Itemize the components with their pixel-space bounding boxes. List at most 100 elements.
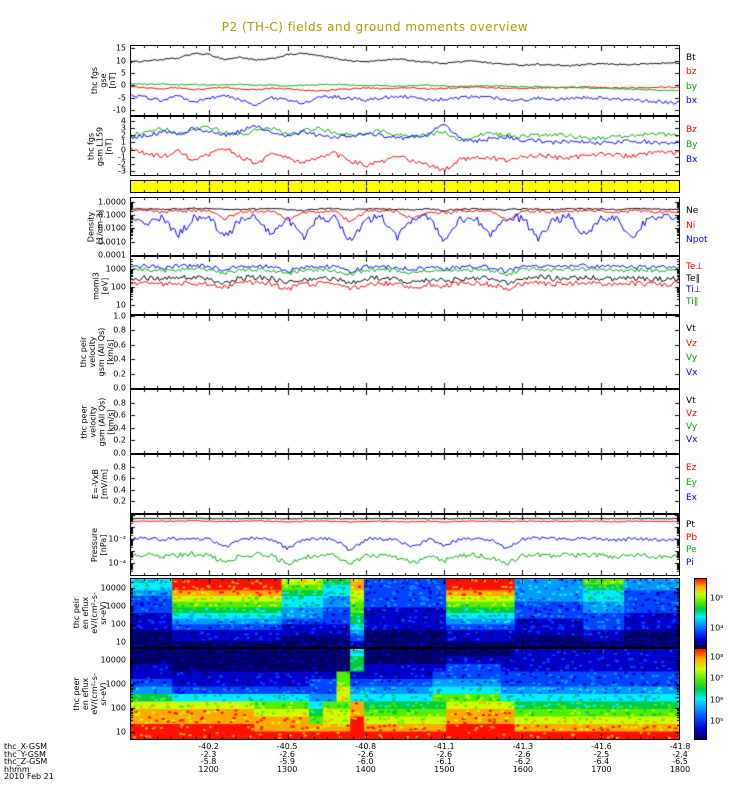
footer-value: 1200 <box>198 764 219 774</box>
temperature-panel <box>130 256 680 315</box>
y-tick-label: 1.0000 <box>98 197 126 207</box>
y-tick-label: 0.4 <box>113 354 126 364</box>
pressure-panel <box>130 514 680 576</box>
legend-Ni: Ni <box>686 220 696 231</box>
y-tick-label: 0.2 <box>113 496 126 506</box>
y-tick-label: 0.6 <box>113 410 126 420</box>
axis-title-line: thc peer <box>79 404 88 439</box>
axis-title-line: [nT] <box>107 72 117 89</box>
footer-value: -6.4 <box>593 757 610 766</box>
footer-value: -5.9 <box>279 757 295 766</box>
footer-value: -2.6 <box>279 749 295 759</box>
y-tick-label: 10 <box>115 637 126 647</box>
footer-value: -6.0 <box>357 757 374 766</box>
pressure-axis-title: Pressure [nPa] <box>90 514 108 576</box>
spec-ele-panel <box>130 648 680 740</box>
y-tick-label: 2 <box>120 130 126 140</box>
legend-by: by <box>686 81 698 92</box>
y-tick-label: 100 <box>110 619 126 629</box>
y-tick-label: 10⁻⁴ <box>108 558 126 568</box>
legend-Vy: Vy <box>686 353 698 364</box>
footer-value: -5.8 <box>200 757 217 766</box>
footer-value: -40.8 <box>355 742 377 751</box>
footer-value: 1800 <box>669 764 691 774</box>
footer-value: -41.6 <box>591 742 612 751</box>
y-tick-label: -1 <box>118 152 126 162</box>
footer-value: -6.5 <box>672 757 688 766</box>
legend-Ex: Ex <box>686 493 698 503</box>
efield-panel <box>130 454 680 514</box>
y-tick-label: 1 <box>120 137 126 147</box>
footer-value: -2.6 <box>357 749 374 759</box>
vel-ele-axis-title: thc peer velocity gsm (All Qs) [km/s] <box>79 389 115 454</box>
y-tick-label: 100 <box>110 282 126 292</box>
axis-title-line: velocity <box>88 336 97 368</box>
plot-title: P2 (TH-C) fields and ground moments over… <box>221 20 529 34</box>
fgs-gsm-panel <box>130 116 680 176</box>
pressure-canvas <box>131 515 679 575</box>
footer-row-label: thc_Y-GSM <box>4 749 46 759</box>
y-tick-label: 0.8 <box>113 398 126 408</box>
spec-ion-axis-title: thc peir en eflux eV/(cm²-s-sr-eV) <box>72 578 108 648</box>
vel-ion-panel <box>130 315 680 389</box>
y-tick-label: 100 <box>110 703 126 713</box>
y-tick-label: 1.0 <box>113 311 126 321</box>
footer-row-label: thc_Z-GSM <box>4 757 48 766</box>
footer-value: -40.5 <box>276 742 298 751</box>
y-tick-label: 0.6 <box>113 340 126 350</box>
axis-title-line: gsm (All Qs) <box>97 327 106 377</box>
footer-value: 1400 <box>355 764 376 774</box>
fgs-gsm-axis-title: thc fgs gsm L159 [nT] <box>87 116 114 176</box>
colorbar-tick-label: 10⁵ <box>710 716 724 726</box>
axis-title-line: [mV/m] <box>100 469 109 499</box>
footer-value: -41.1 <box>433 742 455 751</box>
y-tick-label: 0.8 <box>113 462 126 472</box>
colorbar-tick-label: 10⁵ <box>710 593 724 603</box>
footer-value: -6.2 <box>515 757 531 766</box>
axis-title-line: sr-eV) <box>99 601 108 625</box>
axis-title-line: en eflux <box>81 596 90 630</box>
date-label: 2010 Feb 21 <box>4 772 54 781</box>
density-axis-title: Density [1/cm-3] <box>86 197 104 256</box>
legend-Vz: Vz <box>686 338 697 349</box>
footer-value: -40.2 <box>198 742 219 751</box>
legend-Vz: Vz <box>686 409 697 419</box>
legend-Ti∥: Ti∥ <box>686 297 699 308</box>
legend-Vx: Vx <box>686 435 698 445</box>
efield-axis-title: E=-VxB [mV/m] <box>91 454 109 514</box>
colorbar-tick-label: 10⁶ <box>710 695 724 705</box>
legend-Te⊥: Te⊥ <box>686 261 704 272</box>
y-tick-label: 0.1000 <box>98 210 126 220</box>
legend-Npot: Npot <box>686 235 708 246</box>
footer-row-label: hhmm <box>4 764 30 774</box>
spec-ion-canvas <box>131 579 679 647</box>
axis-title-line: Density <box>86 211 95 242</box>
axis-title-line: sr-eV) <box>99 682 108 706</box>
vel-ion-axis-title: thc peir velocity gsm (All Qs) [km/s] <box>79 315 115 389</box>
footer-value: -2.3 <box>200 749 217 759</box>
y-tick-label: 0.2 <box>113 435 126 445</box>
y-tick-label: 0.6 <box>113 473 126 483</box>
colorbar-tick-label: 10⁴ <box>710 623 724 633</box>
footer-value: -2.4 <box>672 749 688 759</box>
axis-title-line: thc peir <box>72 597 81 629</box>
temperature-canvas <box>131 257 679 314</box>
axis-title-line: [nPa] <box>99 534 108 556</box>
vel-ele-canvas <box>131 390 679 453</box>
legend-Pe: Pe <box>686 545 697 556</box>
legend-Pb: Pb <box>686 532 698 543</box>
y-tick-label: 10 <box>115 727 126 737</box>
fgs-gse-canvas <box>131 46 679 115</box>
y-tick-label: 4 <box>120 116 126 126</box>
spec-ele-canvas <box>131 649 679 739</box>
footer-value: -2.6 <box>515 749 531 759</box>
footer-value: -2.5 <box>593 749 610 759</box>
y-tick-label: 10000 <box>100 655 126 665</box>
efield-canvas <box>131 455 679 513</box>
footer-row-label: thc_X-GSM <box>4 742 48 751</box>
spec-ele-axis-title: thc peer en eflux eV/(cm²-s-sr-eV) <box>72 648 108 740</box>
axis-title-line: eV/(cm²-s- <box>90 673 99 715</box>
axis-title-line: thc peer <box>72 677 81 711</box>
footer-value: -41.3 <box>512 742 534 751</box>
